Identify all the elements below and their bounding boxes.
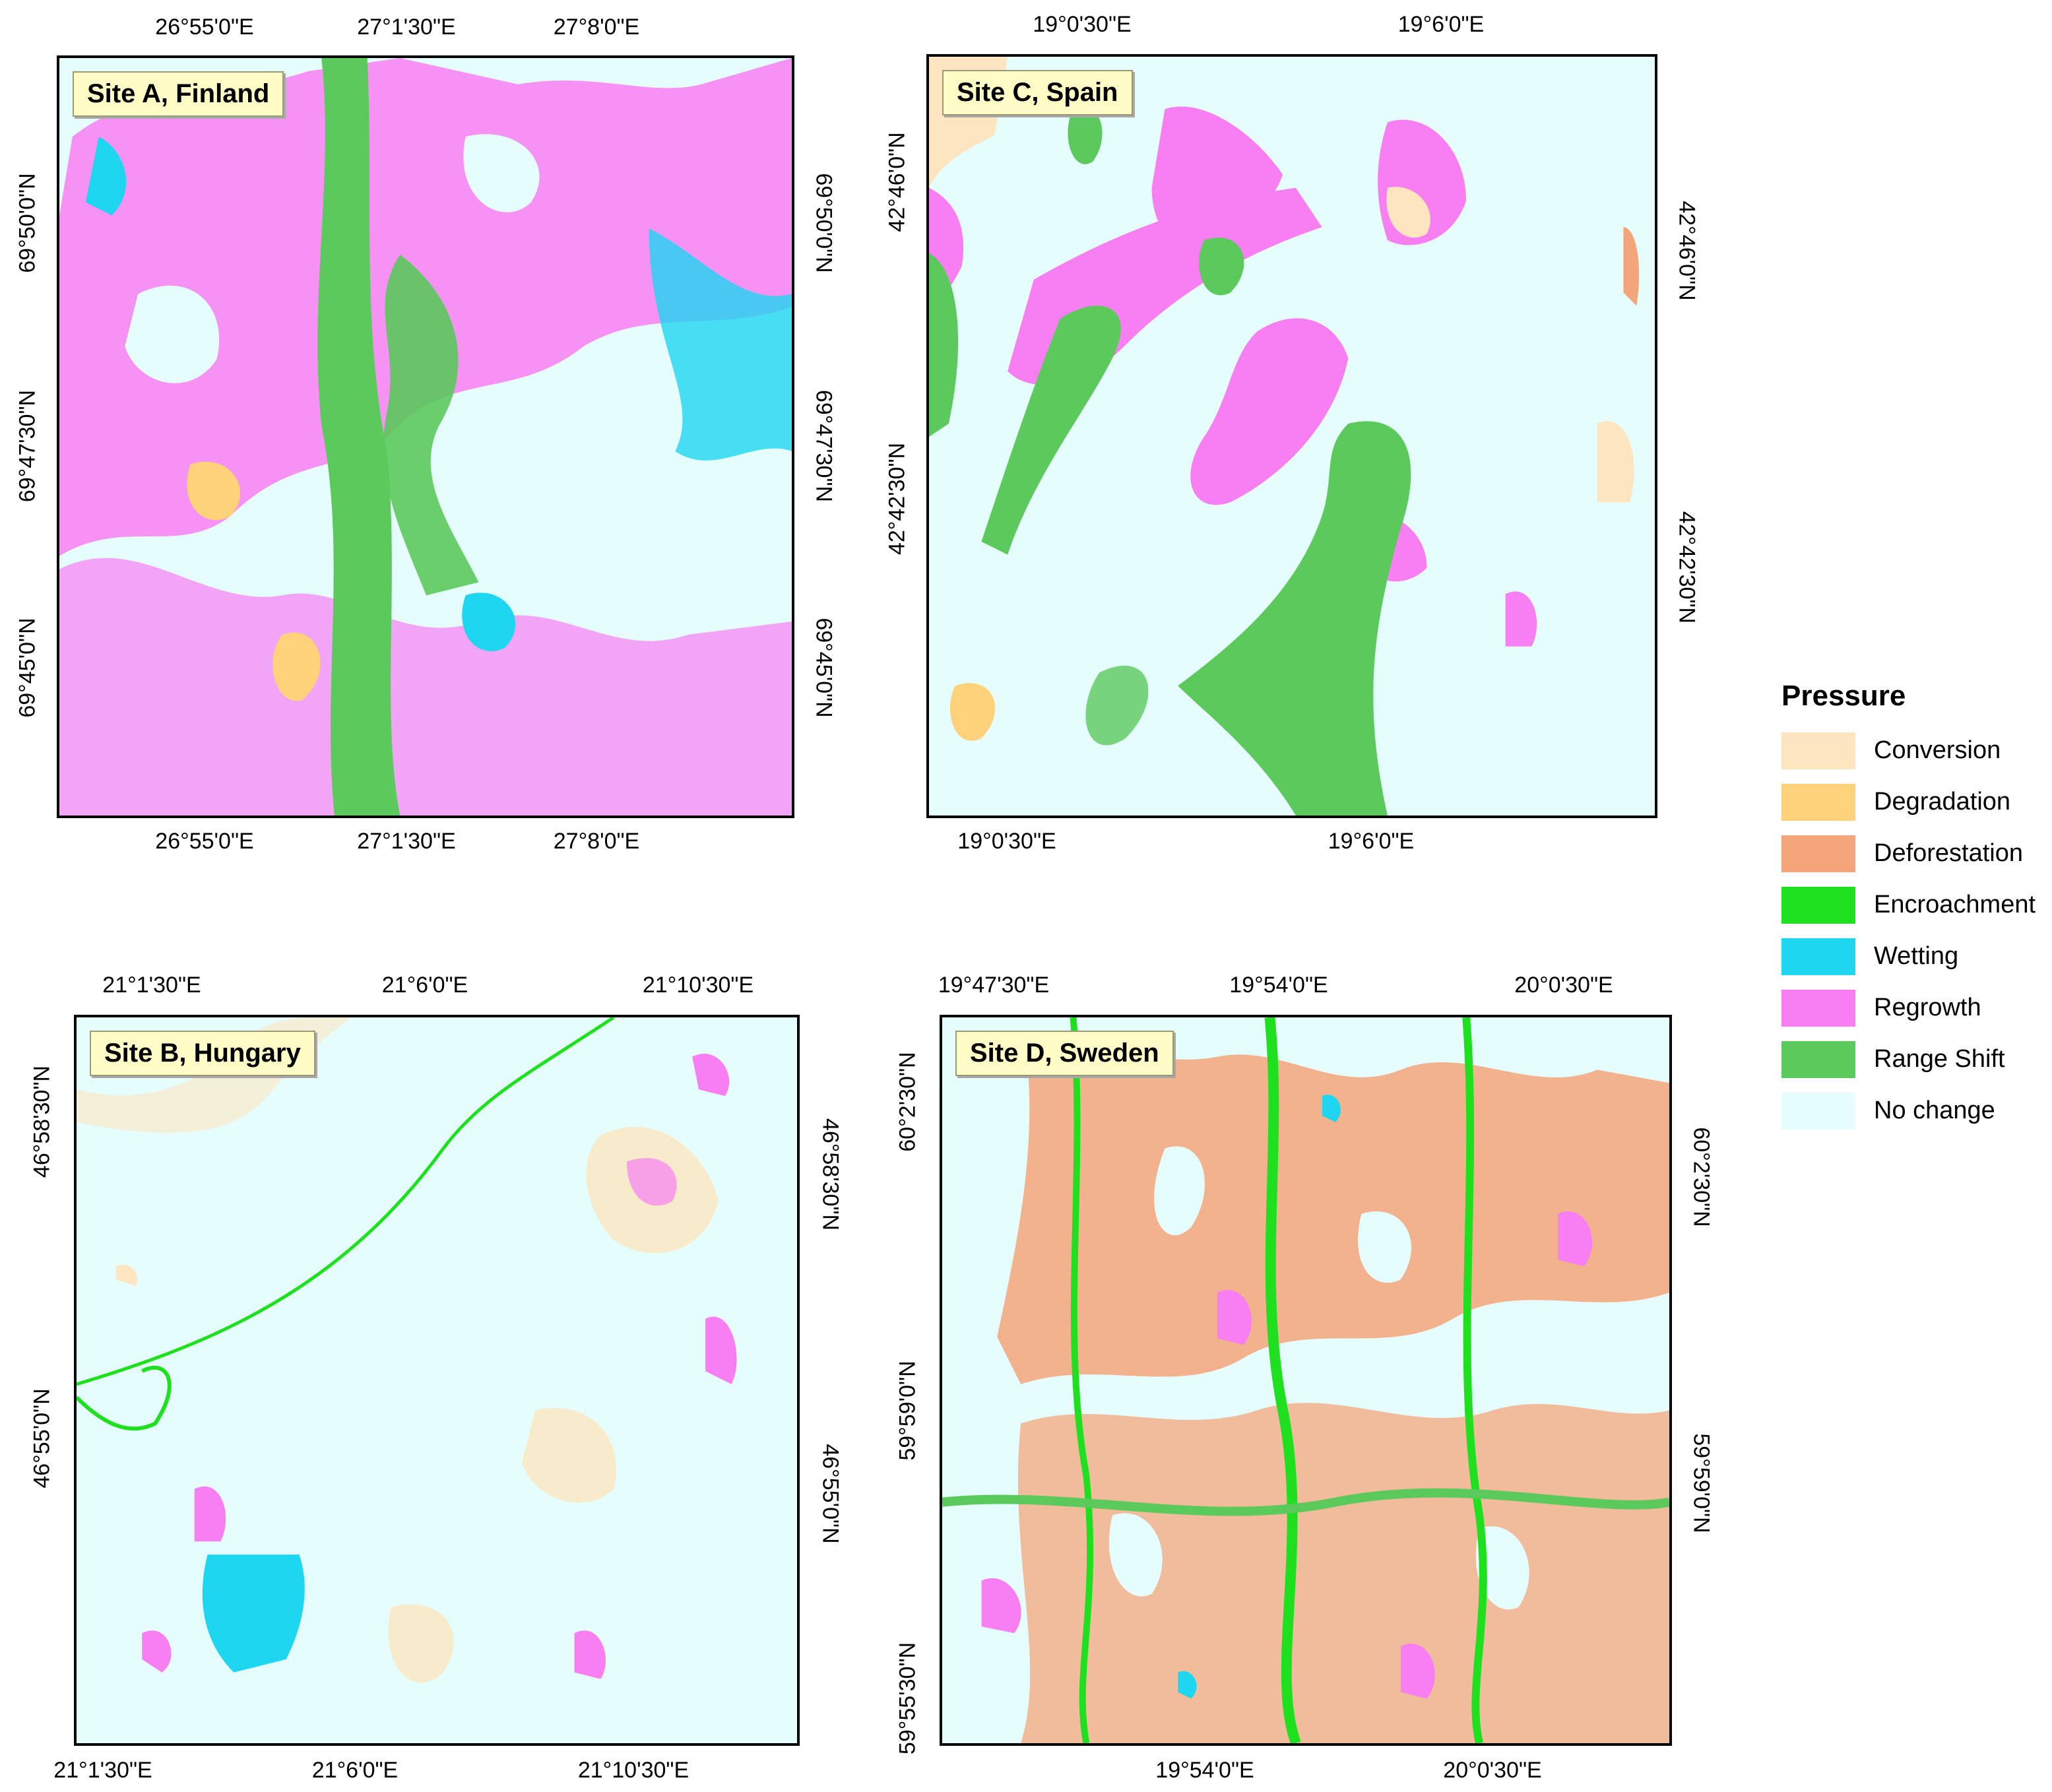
tick-label: 19°0'30"E	[1033, 12, 1132, 37]
tick-label: 21°6'0"E	[311, 1758, 399, 1783]
tick-label: 69°45'0"N	[15, 618, 40, 718]
legend-swatch	[1781, 938, 1855, 975]
legend-swatch	[1781, 887, 1855, 924]
tick-label: 21°10'30"E	[642, 973, 754, 998]
map-frame-site-b: Site B, Hungary	[74, 1015, 800, 1746]
tick-label: 69°50'0"N	[811, 173, 837, 273]
legend-label: Range Shift	[1874, 1045, 2005, 1073]
legend-swatch	[1781, 732, 1855, 769]
tick-label: 46°58'30"N	[818, 1118, 843, 1231]
legend-item-encroachment: Encroachment	[1781, 887, 2045, 926]
tick-label: 69°50'0"N	[15, 173, 40, 273]
legend-label: No change	[1874, 1097, 1995, 1124]
tick-label: 60°2'30"N	[895, 1052, 920, 1152]
tick-label: 21°6'0"E	[381, 973, 468, 998]
legend-item-conversion: Conversion	[1781, 732, 2045, 772]
tick-label: 42°42'30"N	[1674, 511, 1700, 624]
tick-label: 59°55'30"N	[895, 1642, 920, 1755]
site-label-c: Site C, Spain	[942, 70, 1133, 115]
legend-title: Pressure	[1781, 680, 1906, 712]
tick-label: 19°54'0"E	[1229, 973, 1328, 998]
tick-label: 46°55'0"N	[29, 1388, 55, 1488]
map-raster-site-d	[942, 1017, 1669, 1743]
legend-item-degradation: Degradation	[1781, 784, 2045, 823]
site-label-a: Site A, Finland	[73, 71, 284, 117]
tick-label: 42°46'0"N	[884, 132, 910, 232]
map-raster-site-a	[59, 58, 792, 816]
legend-label: Regrowth	[1874, 994, 1981, 1021]
tick-label: 19°6'0"E	[1397, 12, 1485, 37]
tick-label: 42°46'0"N	[1674, 201, 1700, 301]
tick-label: 19°54'0"E	[1155, 1758, 1254, 1783]
legend-swatch	[1781, 990, 1855, 1027]
legend-swatch	[1781, 835, 1855, 872]
tick-label: 20°0'30"E	[1443, 1758, 1542, 1783]
site-label-d: Site D, Sweden	[955, 1031, 1174, 1076]
tick-label: 19°6'0"E	[1328, 829, 1415, 854]
legend-label: Wetting	[1874, 942, 1959, 970]
map-raster-site-b	[77, 1017, 737, 1682]
site-label-b: Site B, Hungary	[90, 1031, 315, 1076]
legend-item-no-change: No change	[1781, 1093, 2045, 1132]
tick-label: 27°8'0"E	[553, 829, 640, 854]
map-frame-site-d: Site D, Sweden	[940, 1015, 1672, 1746]
tick-label: 19°0'30"E	[957, 829, 1056, 854]
legend-swatch	[1781, 1041, 1855, 1078]
legend-label: Conversion	[1874, 736, 2001, 764]
tick-label: 27°1'30"E	[357, 829, 456, 854]
tick-label: 26°55'0"E	[155, 829, 254, 854]
tick-label: 21°1'30"E	[53, 1758, 152, 1783]
tick-label: 46°55'0"N	[818, 1444, 843, 1544]
legend-label: Deforestation	[1874, 839, 2024, 867]
legend-swatch	[1781, 1093, 1855, 1130]
tick-label: 69°47'30"N	[15, 389, 40, 503]
tick-label: 69°45'0"N	[811, 618, 837, 718]
map-frame-site-c: Site C, Spain	[926, 54, 1657, 818]
legend-item-deforestation: Deforestation	[1781, 835, 2045, 875]
tick-label: 27°1'30"E	[357, 15, 456, 40]
tick-label: 19°47'30"E	[938, 973, 1050, 998]
tick-label: 59°59'0"N	[1688, 1433, 1714, 1533]
map-legend: Pressure Conversion Degradation Deforest…	[1775, 680, 2045, 1141]
tick-label: 21°1'30"E	[102, 973, 201, 998]
legend-item-wetting: Wetting	[1781, 938, 2045, 978]
tick-label: 69°47'30"N	[811, 389, 837, 503]
tick-label: 60°2'30"N	[1688, 1127, 1714, 1227]
tick-label: 59°59'0"N	[895, 1360, 920, 1461]
legend-item-regrowth: Regrowth	[1781, 990, 2045, 1029]
tick-label: 26°55'0"E	[155, 15, 254, 40]
tick-label: 21°10'30"E	[577, 1758, 689, 1783]
tick-label: 42°42'30"N	[884, 442, 910, 556]
tick-label: 46°58'30"N	[29, 1065, 55, 1178]
tick-label: 20°0'30"E	[1514, 973, 1613, 998]
tick-label: 27°8'0"E	[553, 15, 640, 40]
map-raster-site-c	[929, 57, 1640, 816]
legend-item-range-shift: Range Shift	[1781, 1041, 2045, 1081]
legend-label: Degradation	[1874, 788, 2011, 816]
legend-label: Encroachment	[1874, 891, 2036, 918]
legend-swatch	[1781, 784, 1855, 821]
map-frame-site-a: Site A, Finland	[57, 55, 794, 818]
